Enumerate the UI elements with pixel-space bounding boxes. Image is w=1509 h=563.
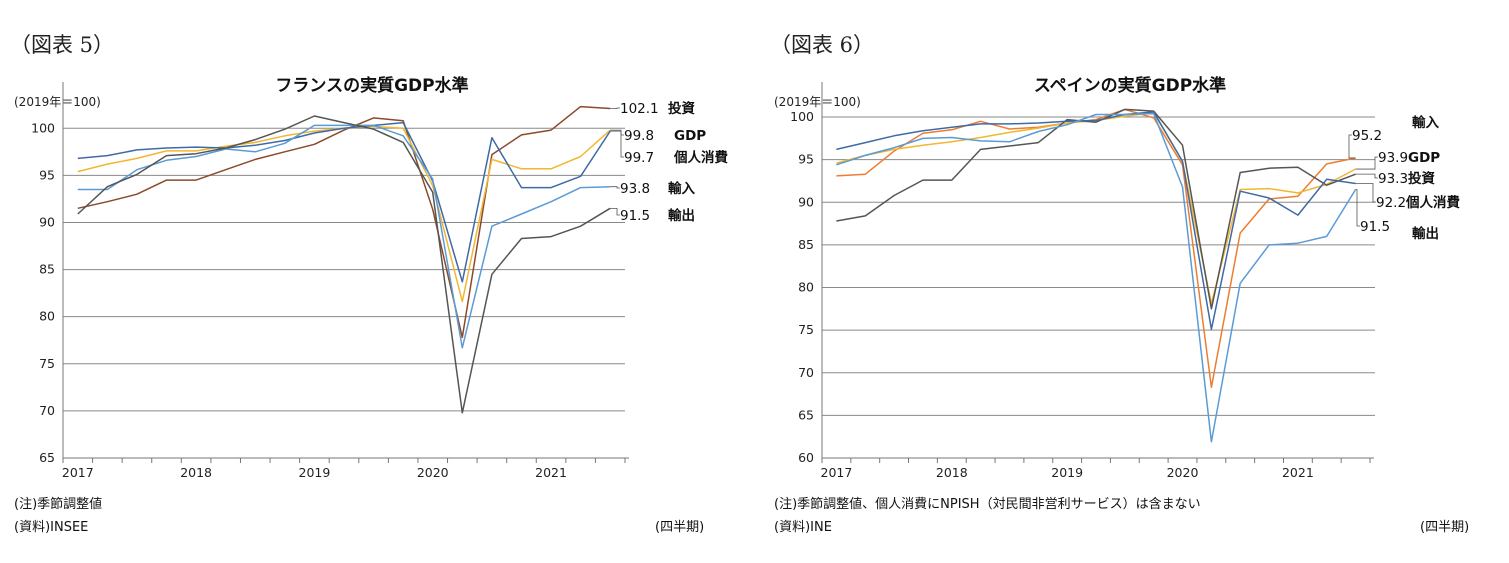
label-leader — [610, 130, 624, 158]
x-tick-label: 2021 — [535, 465, 567, 480]
series-end-value: 93.3 — [1378, 171, 1408, 187]
note: (注)季節調整値 — [14, 496, 102, 512]
series-name-label: GDP — [1408, 150, 1440, 166]
y-tick-label: 100 — [790, 109, 814, 124]
label-leader — [610, 186, 620, 189]
series-name-label: GDP — [674, 128, 706, 144]
figure-label: （図表 5） — [10, 33, 114, 57]
y-tick-label: 70 — [798, 365, 814, 380]
series-end-value: 99.7 — [624, 150, 654, 166]
label-leader — [1355, 173, 1378, 179]
series-line-1 — [77, 125, 611, 303]
y-tick-label: 75 — [39, 356, 55, 371]
series-line-2 — [77, 121, 611, 283]
series-name-label: 個人消費 — [1405, 194, 1460, 211]
series-end-value: 93.8 — [620, 181, 650, 197]
x-tick-label: 2017 — [62, 465, 94, 480]
series-end-value: 91.5 — [620, 208, 650, 224]
series-name-label: 輸入 — [668, 180, 696, 197]
series-end-value: 102.1 — [620, 101, 659, 117]
x-tick-label: 2018 — [180, 465, 212, 480]
series-line-0 — [77, 105, 611, 339]
y-tick-label: 95 — [798, 152, 814, 167]
series-end-value: 93.9 — [1378, 150, 1408, 166]
series-end-value: 91.5 — [1360, 219, 1390, 235]
series-line-4 — [836, 112, 1357, 443]
source: (資料)INE — [774, 520, 832, 535]
y-tick-label: 90 — [798, 194, 814, 209]
series-name-label: 輸出 — [668, 207, 695, 224]
series-end-value: 92.2 — [1376, 195, 1406, 211]
source: (資料)INSEE — [14, 520, 88, 535]
series-name-label: 個人消費 — [673, 149, 728, 166]
x-tick-label: 2018 — [936, 465, 968, 480]
series-name-label: 投資 — [1408, 170, 1436, 187]
figure-label: （図表 6） — [770, 33, 874, 57]
x-tick-label: 2021 — [1282, 465, 1314, 480]
y-tick-label: 60 — [798, 450, 814, 465]
y-tick-label: 95 — [39, 167, 55, 182]
label-leader — [1355, 156, 1378, 170]
y-tick-label: 75 — [798, 322, 814, 337]
y-tick-label: 80 — [798, 280, 814, 295]
series-name-label: 投資 — [668, 100, 696, 117]
y-tick-label: 100 — [31, 120, 55, 135]
y-tick-label: 90 — [39, 214, 55, 229]
y-tick-label: 85 — [39, 262, 55, 277]
series-end-value: 99.8 — [624, 128, 654, 144]
france-plot: 65 70 75 80 85 90 95 100 2017 2018 2019 2020 2021 102… — [31, 82, 728, 480]
label-leader — [610, 207, 620, 216]
unit-label: (2019年＝100) — [774, 95, 861, 109]
chart-title: フランスの実質GDP水準 — [275, 75, 468, 96]
series-line-2 — [836, 108, 1356, 310]
series-name-label: 輸入 — [1412, 114, 1440, 131]
y-tick-label: 80 — [39, 309, 55, 324]
chart-title: スペインの実質GDP水準 — [1034, 75, 1226, 96]
series-line-0 — [836, 108, 1356, 389]
series-line-3 — [836, 111, 1356, 331]
label-leader — [1355, 189, 1360, 227]
y-tick-label: 70 — [39, 403, 55, 418]
x-tick-label: 2020 — [417, 465, 449, 480]
spain-plot: 60 65 70 75 80 85 90 95 100 2017 2018 2019 2020 2021 9… — [790, 82, 1460, 480]
x-tick-label: 2019 — [299, 465, 331, 480]
x-tick-label: 2019 — [1051, 465, 1083, 480]
note: (注)季節調整値、個人消費にNPISH（対民間非営利サービス）は含まない — [774, 496, 1201, 512]
x-tick-label: 2020 — [1167, 465, 1199, 480]
series-line-3 — [77, 124, 611, 349]
label-leader — [1348, 134, 1356, 159]
y-tick-label: 65 — [39, 450, 55, 465]
series-end-value: 95.2 — [1352, 128, 1382, 144]
series-line-4 — [77, 115, 611, 414]
series-name-label: 輸出 — [1412, 225, 1439, 242]
unit-label: (2019年＝100) — [14, 95, 101, 109]
x-unit: (四半期) — [655, 520, 704, 535]
label-leader — [1355, 183, 1376, 203]
y-tick-label: 85 — [798, 237, 814, 252]
y-tick-label: 65 — [798, 407, 814, 422]
x-unit: (四半期) — [1420, 520, 1469, 535]
x-tick-label: 2017 — [821, 465, 853, 480]
